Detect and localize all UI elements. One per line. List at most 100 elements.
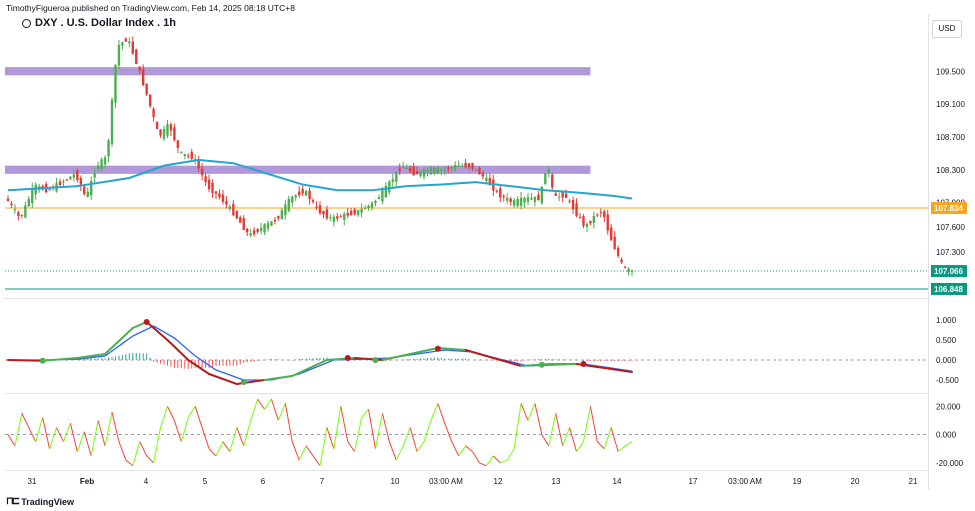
oscillator-line-segment bbox=[90, 420, 99, 456]
candle-body bbox=[343, 213, 346, 220]
candle-body bbox=[124, 38, 128, 42]
oscillator-line-segment bbox=[14, 413, 23, 447]
candle-body bbox=[381, 189, 384, 202]
candle-body bbox=[488, 178, 492, 186]
candle-body bbox=[204, 176, 207, 183]
candle-body bbox=[173, 127, 176, 141]
oscillator-line-segment bbox=[596, 441, 605, 450]
oscillator-line-segment bbox=[215, 441, 224, 457]
oscillator-line-segment bbox=[319, 427, 328, 466]
macd-cross-dot bbox=[39, 357, 46, 364]
time-tick-label: 20 bbox=[851, 477, 860, 486]
candle-body bbox=[613, 236, 616, 250]
candle-body bbox=[429, 167, 433, 175]
oscillator-line-segment bbox=[541, 434, 550, 447]
price-tick-label: 109.100 bbox=[936, 100, 965, 109]
candle-body bbox=[367, 205, 370, 209]
candle-body bbox=[402, 167, 405, 169]
candle-body bbox=[329, 217, 332, 219]
oscillator-line-segment bbox=[465, 445, 473, 452]
price-tag bbox=[931, 202, 967, 215]
oscillator-line-segment bbox=[69, 423, 78, 452]
candle-body bbox=[284, 204, 287, 215]
macd-line-segment bbox=[409, 347, 439, 355]
macd-line-segment bbox=[291, 359, 328, 377]
oscillator-line-segment bbox=[28, 427, 37, 442]
candle-body bbox=[450, 167, 453, 169]
candle-body bbox=[589, 220, 592, 224]
symbol-dot-icon bbox=[22, 18, 31, 28]
oscillator-line-segment bbox=[381, 413, 390, 442]
macd-line-segment bbox=[492, 357, 523, 367]
oscillator-line-segment bbox=[617, 445, 626, 452]
candle-body bbox=[623, 266, 627, 268]
candle-body bbox=[419, 171, 422, 176]
oscillator-line-segment bbox=[513, 403, 522, 449]
oscillator-line-segment bbox=[257, 398, 265, 410]
candle-body bbox=[322, 210, 325, 215]
candle-body bbox=[259, 227, 263, 232]
chart-title: DXY . U.S. Dollar Index . 1h bbox=[22, 17, 176, 29]
candle-body bbox=[370, 202, 374, 208]
price-tick-label: 107.300 bbox=[936, 248, 965, 257]
candle-body bbox=[135, 49, 138, 64]
candle-body bbox=[152, 108, 155, 118]
resistance-zone bbox=[5, 165, 591, 174]
oscillator-line-segment bbox=[506, 448, 515, 461]
oscillator-line-segment bbox=[132, 441, 141, 466]
candle-body bbox=[308, 190, 311, 200]
candle-body bbox=[96, 165, 100, 169]
oscillator-tick-label: 20.000 bbox=[936, 402, 961, 411]
oscillator-line-segment bbox=[582, 406, 591, 442]
candle-body bbox=[121, 42, 124, 46]
candle-body bbox=[24, 205, 27, 218]
time-tick-label: 03:00 AM bbox=[429, 477, 463, 486]
price-tag-label: 107.834 bbox=[934, 204, 963, 213]
candle-body bbox=[616, 248, 620, 256]
candle-body bbox=[571, 200, 575, 210]
oscillator-line-segment bbox=[409, 427, 418, 452]
oscillator-line-segment bbox=[97, 420, 106, 447]
macd-cross-dot bbox=[372, 357, 379, 363]
candle-body bbox=[540, 186, 544, 204]
candle-body bbox=[242, 218, 245, 231]
candle-body bbox=[464, 162, 467, 168]
candle-body bbox=[630, 270, 634, 272]
candle-body bbox=[176, 140, 180, 148]
oscillator-line-segment bbox=[35, 417, 44, 442]
candle-body bbox=[478, 168, 481, 175]
candle-body bbox=[447, 167, 450, 170]
macd-cross-dot bbox=[240, 379, 247, 385]
oscillator-line-segment bbox=[485, 455, 494, 467]
candle-body bbox=[519, 197, 523, 206]
candle-body bbox=[363, 208, 367, 210]
oscillator-line-segment bbox=[395, 445, 404, 461]
candle-body bbox=[499, 188, 502, 198]
candle-body bbox=[398, 168, 401, 171]
candle-body bbox=[526, 197, 530, 202]
candle-body bbox=[443, 169, 446, 171]
oscillator-line-segment bbox=[402, 427, 411, 447]
currency-button[interactable]: USD bbox=[932, 20, 962, 38]
candle-body bbox=[228, 206, 232, 210]
candle-body bbox=[467, 163, 471, 167]
candle-body bbox=[395, 171, 398, 182]
oscillator-line-segment bbox=[624, 441, 633, 447]
oscillator-line-segment bbox=[21, 413, 30, 428]
candle-body bbox=[516, 199, 519, 207]
macd-line-segment bbox=[263, 375, 294, 381]
oscillator-line-segment bbox=[291, 441, 300, 461]
macd-tick-label: 0.500 bbox=[936, 336, 957, 345]
candle-body bbox=[83, 186, 86, 195]
candle-body bbox=[138, 66, 141, 71]
candle-body bbox=[10, 203, 13, 205]
candle-body bbox=[582, 216, 585, 226]
oscillator-line-segment bbox=[270, 399, 279, 421]
oscillator-tick-label: -20.000 bbox=[936, 459, 964, 468]
candle-body bbox=[551, 174, 554, 188]
oscillator-line-segment bbox=[492, 455, 501, 464]
tradingview-logo-text: TradingView bbox=[21, 496, 75, 507]
candle-body bbox=[93, 173, 96, 178]
oscillator-line-segment bbox=[361, 408, 369, 418]
